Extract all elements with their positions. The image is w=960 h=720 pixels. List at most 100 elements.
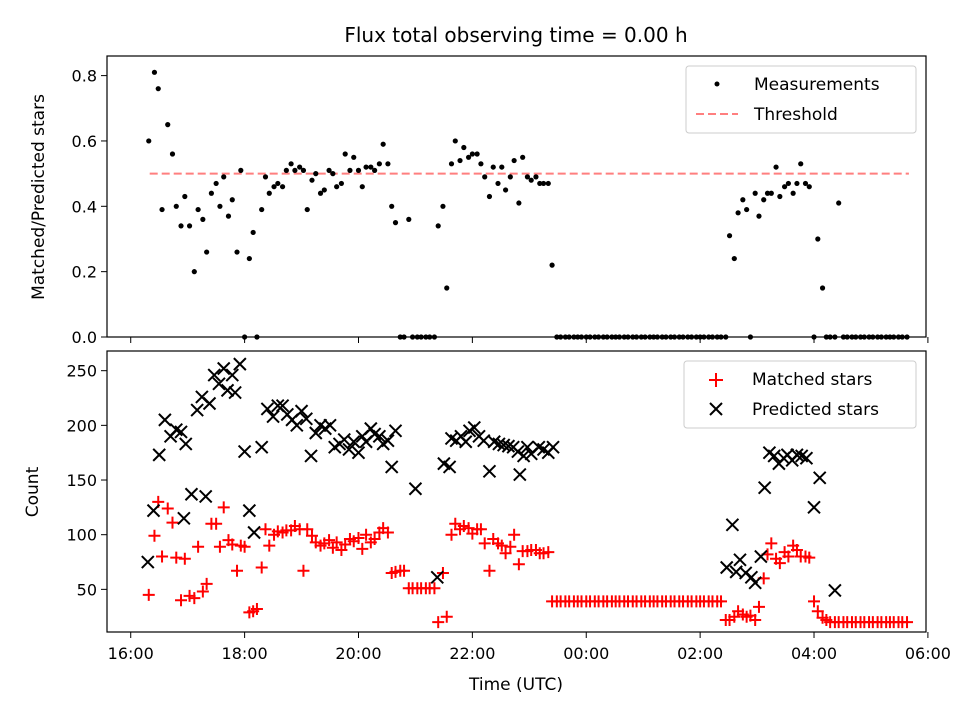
predicted-star-point	[799, 451, 814, 465]
measurement-point	[478, 161, 484, 167]
matched-star-point	[790, 543, 803, 556]
measurement-point	[309, 177, 315, 183]
matched-star-point	[263, 539, 276, 552]
measurement-point	[761, 197, 767, 203]
top-ticks: 0.0 0.2 0.4 0.6 0.8	[72, 67, 929, 347]
measurement-point	[178, 223, 184, 229]
top-ylabel: Matched/Predicted stars	[29, 94, 49, 300]
measurement-point	[262, 174, 269, 180]
matched-star-point	[398, 564, 411, 577]
measurement-point	[499, 164, 505, 170]
legend-matched-marker	[709, 373, 723, 387]
measurement-point	[321, 187, 327, 193]
matched-stars-points	[142, 495, 914, 629]
measurement-point	[204, 249, 210, 255]
measurement-point	[735, 210, 741, 216]
measurement-point	[229, 197, 235, 203]
predicted-star-point	[733, 553, 747, 567]
measurement-point	[781, 184, 788, 190]
matched-star-point	[156, 550, 169, 563]
predicted-star-point	[381, 433, 395, 448]
predicted-star-point	[459, 435, 473, 449]
measurement-point	[347, 167, 353, 173]
matched-star-point	[142, 588, 155, 601]
legend-predicted-label: Predicted stars	[752, 400, 879, 420]
predicted-star-point	[309, 426, 323, 440]
measurement-point	[502, 187, 509, 193]
matched-star-point	[803, 551, 816, 564]
bottom-ylabel: Count	[23, 466, 43, 517]
top-ytick-label: 0.8	[72, 67, 97, 86]
matched-star-point	[148, 529, 161, 542]
predicted-star-point	[254, 440, 269, 454]
measurement-point	[752, 190, 758, 196]
measurement-point	[182, 193, 188, 200]
predicted-star-point	[299, 412, 314, 426]
measurement-point	[511, 157, 517, 164]
predicted-star-point	[813, 471, 827, 485]
predicted-star-point	[430, 570, 444, 585]
bottom-xlabel: Time (UTC)	[468, 675, 563, 695]
measurement-point	[726, 233, 733, 239]
matched-star-point	[474, 523, 487, 536]
predicted-star-point	[828, 583, 842, 598]
matched-star-point	[301, 523, 314, 536]
measurement-point	[368, 164, 374, 170]
predicted-star-point	[228, 385, 242, 400]
predicted-star-point	[198, 489, 213, 504]
bottom-xtick-label: 16:00	[108, 644, 154, 663]
predicted-star-point	[501, 439, 516, 453]
measurement-point	[537, 180, 543, 187]
measurement-point	[819, 285, 826, 291]
measurement-point	[200, 216, 206, 222]
predicted-star-point	[158, 413, 172, 427]
predicted-star-point	[290, 418, 304, 433]
predicted-star-point	[516, 449, 531, 463]
measurement-point	[213, 180, 219, 187]
measurement-point	[300, 167, 307, 173]
measurement-point	[338, 180, 345, 187]
measurement-point	[380, 141, 386, 147]
predicted-star-point	[482, 464, 497, 478]
matched-star-point	[356, 542, 369, 555]
predicted-star-point	[146, 503, 161, 518]
predicted-star-point	[790, 448, 804, 462]
matched-star-point	[330, 536, 343, 549]
measurement-point	[359, 184, 365, 190]
predicted-star-point	[342, 442, 356, 457]
measurement-point	[486, 193, 493, 200]
measurement-point	[279, 184, 286, 190]
bottom-xtick-label: 18:00	[222, 644, 268, 663]
measurement-point	[524, 174, 531, 180]
measurement-point	[250, 229, 256, 236]
measurement-point	[146, 138, 152, 144]
measurement-point	[155, 86, 161, 92]
measurement-point	[474, 151, 480, 157]
measurement-point	[208, 190, 214, 196]
predicted-star-point	[260, 402, 275, 416]
measurement-point	[330, 171, 336, 177]
measurement-point	[292, 167, 298, 173]
top-ytick-label: 0.6	[72, 132, 97, 151]
predicted-star-point	[212, 377, 226, 391]
measurements-points	[146, 69, 910, 340]
measurement-point	[540, 180, 547, 187]
matched-star-point	[542, 546, 555, 559]
predicted-star-point	[233, 357, 247, 371]
predicted-star-point	[351, 445, 366, 460]
measurement-point	[173, 203, 179, 209]
measurement-point	[259, 206, 265, 213]
measurement-point	[744, 206, 750, 213]
matched-star-point	[217, 501, 230, 514]
measurement-point	[457, 157, 463, 164]
measurement-point	[785, 180, 791, 187]
predicted-star-point	[207, 368, 221, 382]
matched-star-point	[178, 552, 191, 565]
measurement-point	[806, 184, 812, 190]
measurement-point	[452, 138, 458, 144]
predicted-star-point	[754, 549, 768, 564]
matched-star-point	[166, 516, 179, 529]
bottom-ytick-label: 150	[66, 471, 97, 490]
measurement-point	[234, 249, 240, 255]
measurement-point	[297, 164, 303, 170]
